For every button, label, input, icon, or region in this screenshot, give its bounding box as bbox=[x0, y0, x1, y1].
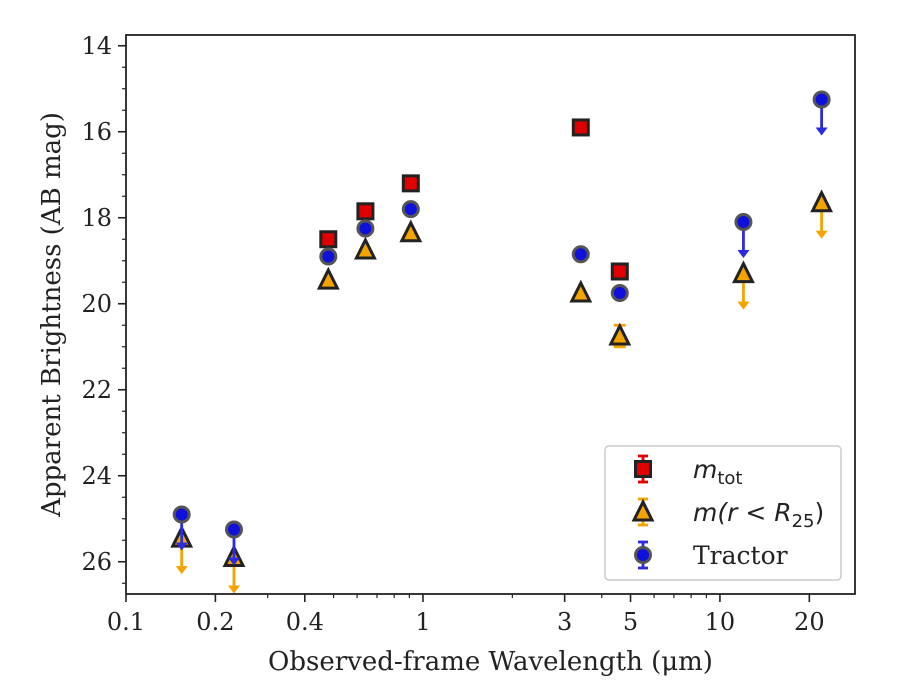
data-marks bbox=[170, 90, 834, 594]
x-tick-label: 20 bbox=[794, 608, 825, 636]
x-tick-label: 10 bbox=[705, 608, 736, 636]
square-marker bbox=[634, 460, 652, 478]
y-tick-label: 16 bbox=[81, 118, 112, 146]
circle-marker bbox=[356, 219, 375, 238]
triangle-marker bbox=[569, 279, 593, 303]
upper-limit-arrow-head bbox=[175, 542, 188, 551]
upper-limit-arrow-head bbox=[227, 557, 240, 566]
circle-marker bbox=[401, 200, 420, 219]
triangle-marker bbox=[316, 266, 340, 290]
series-circle bbox=[172, 90, 831, 566]
y-axis-label: Apparent Brightness (AB mag) bbox=[37, 112, 67, 518]
legend-label: m(r < R25) bbox=[693, 498, 824, 532]
upper-limit-arrow-head bbox=[737, 250, 750, 259]
square-marker bbox=[356, 202, 375, 221]
square-marker bbox=[319, 230, 338, 249]
triangle-marker bbox=[732, 260, 755, 284]
triangle-marker bbox=[353, 236, 377, 260]
plot-frame bbox=[125, 34, 856, 595]
square-marker bbox=[610, 262, 629, 281]
upper-limit-arrow-head bbox=[227, 585, 240, 594]
triangle-marker bbox=[631, 498, 655, 522]
y-tick-label: 18 bbox=[81, 204, 112, 232]
circle-marker bbox=[172, 505, 191, 524]
square-marker bbox=[401, 174, 420, 193]
legend-entry: Tractor bbox=[634, 540, 788, 570]
legend-box bbox=[604, 445, 842, 581]
x-tick-label: 0.1 bbox=[107, 608, 145, 636]
triangle-marker bbox=[608, 322, 632, 346]
circle-marker bbox=[224, 520, 243, 539]
legend-label: mtot bbox=[693, 455, 743, 489]
legend: mtot m(r < R25) Tractor bbox=[604, 445, 842, 581]
x-tick-label: 0.4 bbox=[286, 608, 324, 636]
legend-label: Tractor bbox=[693, 541, 788, 570]
x-axis-label: Observed-frame Wavelength (μm) bbox=[268, 647, 713, 677]
y-tick-label: 14 bbox=[81, 32, 112, 60]
upper-limit-arrow-head bbox=[815, 127, 828, 136]
y-tick-label: 22 bbox=[81, 376, 112, 404]
circle-marker bbox=[734, 213, 753, 232]
y-tick-label: 24 bbox=[81, 462, 112, 490]
legend-entry: m(r < R25) bbox=[631, 497, 824, 532]
triangle-marker bbox=[810, 189, 834, 213]
x-tick-label: 1 bbox=[415, 608, 430, 636]
x-tick-label: 0.2 bbox=[196, 608, 234, 636]
x-tick-label: 5 bbox=[623, 608, 638, 636]
circle-marker bbox=[812, 90, 831, 109]
x-tick-label: 3 bbox=[557, 608, 572, 636]
upper-limit-arrow-head bbox=[737, 301, 750, 310]
upper-limit-arrow-head bbox=[815, 230, 828, 239]
triangle-marker bbox=[399, 219, 423, 243]
y-tick-label: 26 bbox=[81, 548, 112, 576]
circle-marker bbox=[571, 245, 590, 264]
circle-marker bbox=[319, 247, 338, 266]
square-marker bbox=[571, 118, 590, 137]
y-tick-label: 20 bbox=[81, 290, 112, 318]
series-square bbox=[319, 118, 629, 281]
upper-limit-arrow-head bbox=[175, 566, 188, 575]
legend-entry: mtot bbox=[634, 454, 743, 489]
circle-marker bbox=[610, 284, 629, 302]
axis-ticks: 0.1 0.2 0.4 1 3 5 10 20 14 16 18 20 22 24 26 bbox=[81, 32, 824, 636]
circle-marker bbox=[634, 546, 652, 564]
